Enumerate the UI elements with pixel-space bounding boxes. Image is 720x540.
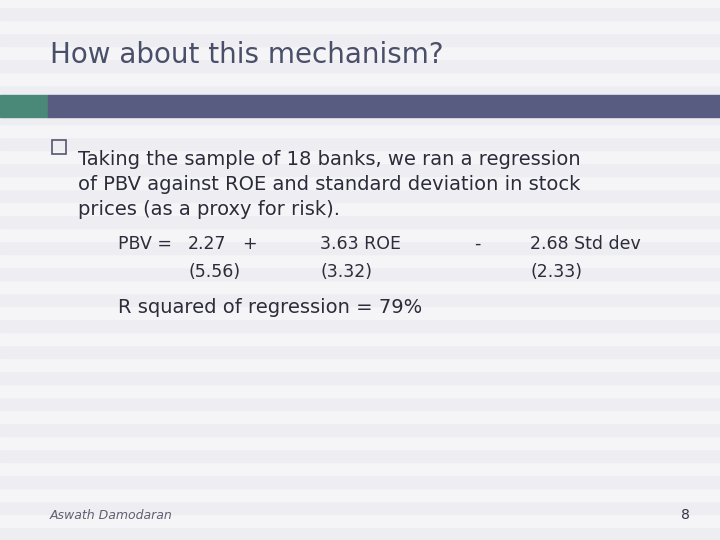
Bar xyxy=(0,384,720,397)
Bar xyxy=(0,319,720,332)
Bar xyxy=(0,410,720,423)
Bar xyxy=(0,20,720,33)
Text: -: - xyxy=(474,235,480,253)
Bar xyxy=(0,514,720,527)
Text: of PBV against ROE and standard deviation in stock: of PBV against ROE and standard deviatio… xyxy=(78,175,580,194)
Bar xyxy=(0,371,720,384)
Bar xyxy=(48,95,720,117)
Bar xyxy=(0,150,720,163)
Bar xyxy=(0,358,720,371)
Bar xyxy=(0,306,720,319)
Bar xyxy=(0,267,720,280)
Text: prices (as a proxy for risk).: prices (as a proxy for risk). xyxy=(78,200,340,219)
Bar xyxy=(0,98,720,111)
Bar xyxy=(0,59,720,72)
Bar xyxy=(0,111,720,124)
Bar xyxy=(0,332,720,345)
Bar xyxy=(0,345,720,358)
Text: 2.27: 2.27 xyxy=(188,235,227,253)
Bar xyxy=(0,46,720,59)
Text: How about this mechanism?: How about this mechanism? xyxy=(50,41,444,69)
Text: R squared of regression = 79%: R squared of regression = 79% xyxy=(118,298,422,317)
Bar xyxy=(0,254,720,267)
Text: Taking the sample of 18 banks, we ran a regression: Taking the sample of 18 banks, we ran a … xyxy=(78,150,580,169)
Bar xyxy=(52,140,66,154)
Text: (2.33): (2.33) xyxy=(530,263,582,281)
Text: (3.32): (3.32) xyxy=(320,263,372,281)
Bar xyxy=(0,95,48,117)
Text: 8: 8 xyxy=(681,508,690,522)
Bar xyxy=(0,0,720,7)
Bar xyxy=(0,189,720,202)
Bar xyxy=(0,163,720,176)
Text: +: + xyxy=(242,235,256,253)
Bar xyxy=(0,527,720,540)
Text: 3.63 ROE: 3.63 ROE xyxy=(320,235,401,253)
Bar xyxy=(0,228,720,241)
Bar xyxy=(0,397,720,410)
Text: (5.56): (5.56) xyxy=(188,263,240,281)
Bar xyxy=(0,176,720,189)
Bar xyxy=(0,215,720,228)
Bar xyxy=(0,475,720,488)
Bar xyxy=(0,85,720,98)
Bar xyxy=(0,33,720,46)
Bar xyxy=(0,501,720,514)
Text: Aswath Damodaran: Aswath Damodaran xyxy=(50,509,173,522)
Bar xyxy=(0,488,720,501)
Bar xyxy=(0,137,720,150)
Bar xyxy=(0,280,720,293)
Bar xyxy=(0,436,720,449)
Bar xyxy=(0,423,720,436)
Bar xyxy=(0,202,720,215)
Bar xyxy=(0,7,720,20)
Bar xyxy=(0,462,720,475)
Bar xyxy=(0,124,720,137)
Bar xyxy=(0,72,720,85)
Text: 2.68 Std dev: 2.68 Std dev xyxy=(530,235,641,253)
Bar xyxy=(0,293,720,306)
Bar xyxy=(0,241,720,254)
Text: PBV =: PBV = xyxy=(118,235,172,253)
Bar xyxy=(0,449,720,462)
